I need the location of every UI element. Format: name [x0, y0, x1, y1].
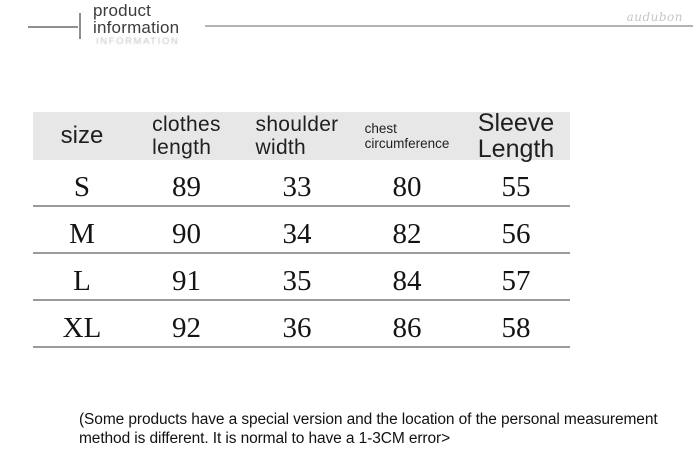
- column-header-label: shoulder: [255, 113, 339, 136]
- value-cell: 33: [282, 171, 312, 203]
- value-cell: 91: [172, 265, 201, 297]
- value-cell: 36: [282, 312, 312, 344]
- column-header-label: size: [60, 122, 104, 149]
- table-row-l: L 91 35 84 57: [33, 254, 570, 301]
- column-header-shoulder-width: shoulder width: [242, 113, 352, 159]
- right-rule: [205, 25, 693, 27]
- column-header-label: width: [255, 136, 307, 159]
- brand-watermark: audubon: [626, 10, 683, 24]
- column-header-size: size: [33, 122, 131, 150]
- left-rule: [28, 26, 78, 28]
- title-reflection: INFORMATION: [96, 36, 180, 47]
- value-cell: 55: [501, 171, 531, 203]
- value-cell: 86: [392, 312, 422, 344]
- value-cell: 84: [392, 265, 422, 297]
- column-header-chest-circumference: chest circumference: [352, 121, 462, 151]
- size-cell: L: [73, 265, 91, 297]
- column-header-label: Sleeve: [477, 109, 555, 137]
- size-cell: M: [69, 218, 95, 250]
- size-chart-header-row: size clothes length shoulder width chest…: [33, 110, 570, 162]
- value-cell: 35: [282, 265, 312, 297]
- column-header-label: clothes: [152, 113, 221, 136]
- value-cell: 34: [282, 218, 312, 250]
- measurement-footnote: (Some products have a special version an…: [79, 411, 658, 447]
- table-row-m: M 90 34 82 56: [33, 207, 570, 254]
- value-cell: 92: [172, 312, 201, 344]
- title-divider: [79, 13, 81, 39]
- value-cell: 56: [501, 218, 531, 250]
- value-cell: 58: [501, 312, 531, 344]
- column-header-label: Length: [477, 135, 555, 163]
- column-header-clothes-length: clothes length: [131, 113, 242, 159]
- page-title-line1: product: [93, 1, 152, 20]
- column-header-label: circumference: [364, 136, 450, 151]
- value-cell: 90: [172, 218, 201, 250]
- size-cell: XL: [62, 312, 102, 344]
- table-row-s: S 89 33 80 55: [33, 160, 570, 207]
- column-header-sleeve-length: Sleeve Length: [462, 110, 570, 162]
- column-header-label: length: [152, 136, 212, 159]
- value-cell: 82: [392, 218, 422, 250]
- value-cell: 89: [172, 171, 201, 203]
- page-title: product information: [93, 1, 180, 37]
- size-cell: S: [73, 171, 91, 203]
- column-header-label: chest: [364, 121, 397, 136]
- value-cell: 57: [501, 265, 531, 297]
- table-row-xl: XL 92 36 86 58: [33, 301, 570, 348]
- page-title-line2: information: [93, 17, 180, 37]
- value-cell: 80: [392, 171, 422, 203]
- size-chart-table: size clothes length shoulder width chest…: [33, 110, 570, 348]
